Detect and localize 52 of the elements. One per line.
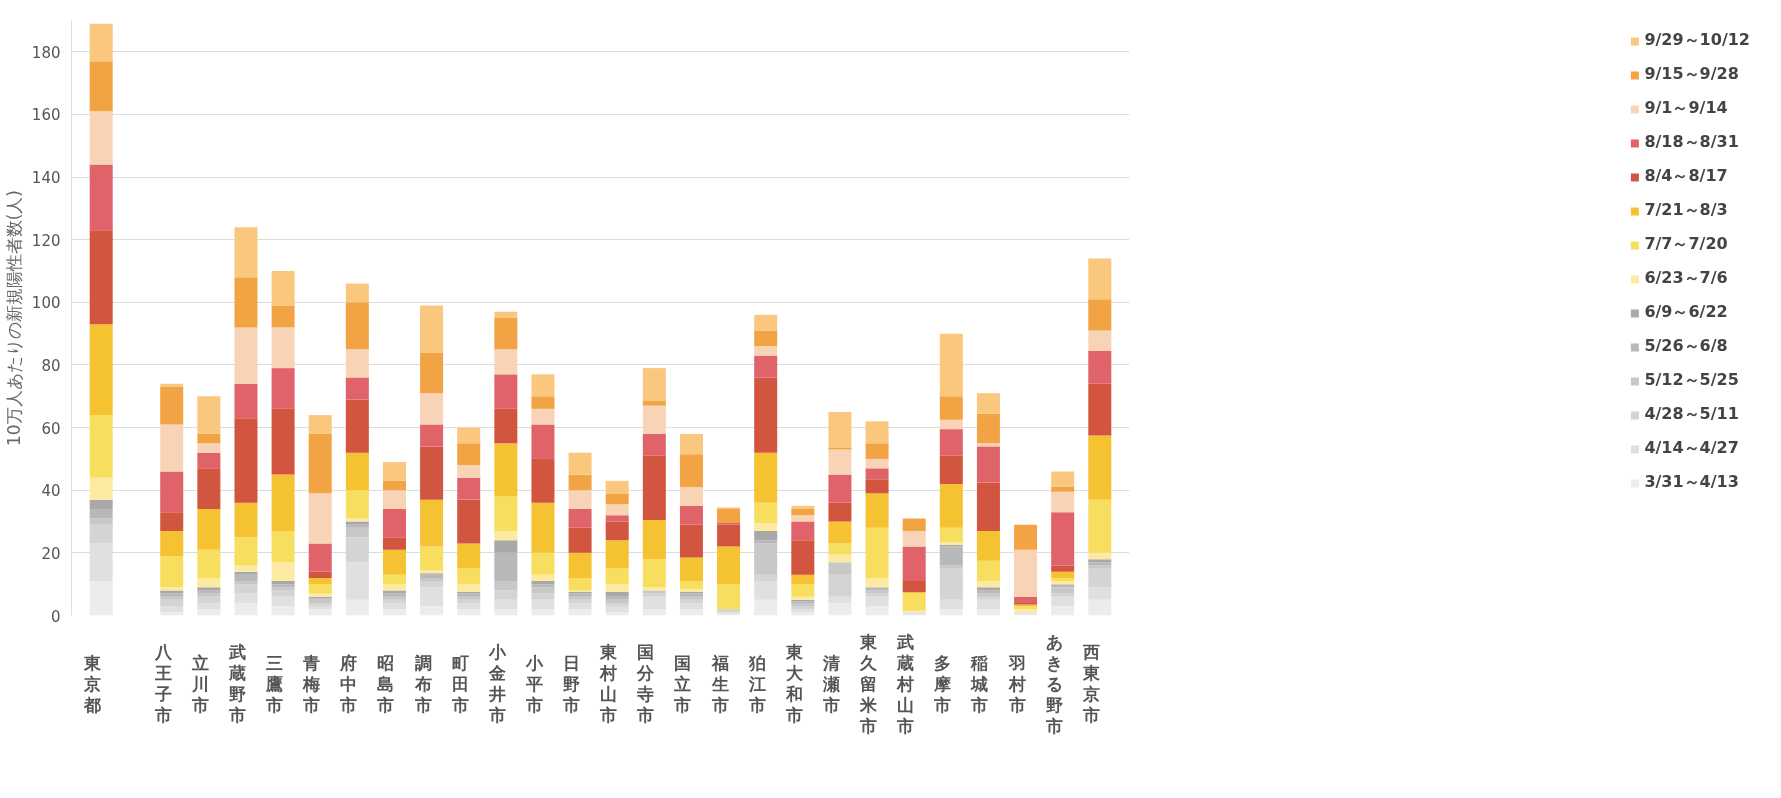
x-tick-label: 青梅市: [302, 652, 321, 715]
x-tick-label: 狛江市: [747, 652, 766, 715]
x-tick-label: あきる野市: [1044, 631, 1063, 736]
legend-label: 9/15～9/28: [1644, 64, 1739, 85]
y-tick-label: 140: [31, 169, 61, 188]
x-tick-label: 国分寺市: [636, 642, 656, 725]
legend-label: 3/31～4/13: [1644, 472, 1739, 493]
y-tick-label: 80: [41, 356, 61, 375]
legend-label: 8/4～8/17: [1644, 166, 1728, 187]
x-tick-label: 東大和市: [784, 642, 804, 725]
y-tick-label: 180: [31, 43, 61, 62]
x-tick-label: 多摩市: [933, 652, 952, 715]
y-tick-label: 40: [41, 482, 61, 501]
legend-label: 9/29～10/12: [1644, 30, 1750, 51]
legend-label: 4/28～5/11: [1644, 404, 1739, 425]
legend-label: 7/7～7/20: [1644, 234, 1728, 255]
x-tick-label: 小平市: [524, 652, 544, 715]
x-tick-label: 三鷹市: [265, 652, 284, 715]
x-tick-label: 小金井市: [487, 642, 507, 725]
y-tick-label: 160: [31, 106, 61, 125]
legend-label: 9/1～9/14: [1644, 98, 1728, 119]
x-tick-label: 東村山市: [599, 642, 619, 725]
x-tick-label: 国立市: [673, 652, 692, 715]
x-tick-label: 清瀬市: [821, 652, 840, 715]
y-tick-label: 20: [41, 544, 61, 563]
legend-label: 4/14～4/27: [1644, 438, 1739, 459]
y-tick-label: 60: [41, 419, 61, 438]
x-tick-label: 東京都: [83, 652, 103, 715]
legend-label: 5/12～5/25: [1644, 370, 1739, 391]
x-tick-label: 武蔵野市: [227, 642, 246, 725]
x-tick-label: 日野市: [562, 652, 581, 715]
y-tick-label: 120: [31, 231, 61, 250]
x-tick-label: 町田市: [450, 652, 469, 715]
x-tick-label: 稲城市: [970, 652, 989, 715]
legend-label: 7/21～8/3: [1644, 200, 1728, 221]
y-tick-label: 100: [31, 294, 61, 313]
x-tick-label: 昭島市: [376, 652, 395, 715]
x-tick-label: 福生市: [710, 652, 729, 715]
legend-label: 8/18～8/31: [1644, 132, 1739, 153]
y-axis-title: 10万人あたりの新規陽性者数(人): [3, 190, 24, 446]
x-tick-label: 東久留米市: [859, 631, 879, 736]
x-tick-label: 武蔵村山市: [896, 631, 915, 736]
x-tick-label: 西東京市: [1081, 642, 1101, 725]
legend-label: 5/26～6/8: [1644, 336, 1728, 357]
x-tick-label: 府中市: [339, 652, 358, 715]
legend-label: 6/23～7/6: [1644, 268, 1728, 289]
x-tick-label: 羽村市: [1007, 652, 1026, 715]
legend-label: 6/9～6/22: [1644, 302, 1728, 323]
x-tick-label: 八王子市: [153, 642, 173, 725]
x-tick-label: 立川市: [190, 652, 209, 715]
y-tick-label: 0: [50, 607, 61, 626]
x-tick-label: 調布市: [413, 652, 432, 715]
